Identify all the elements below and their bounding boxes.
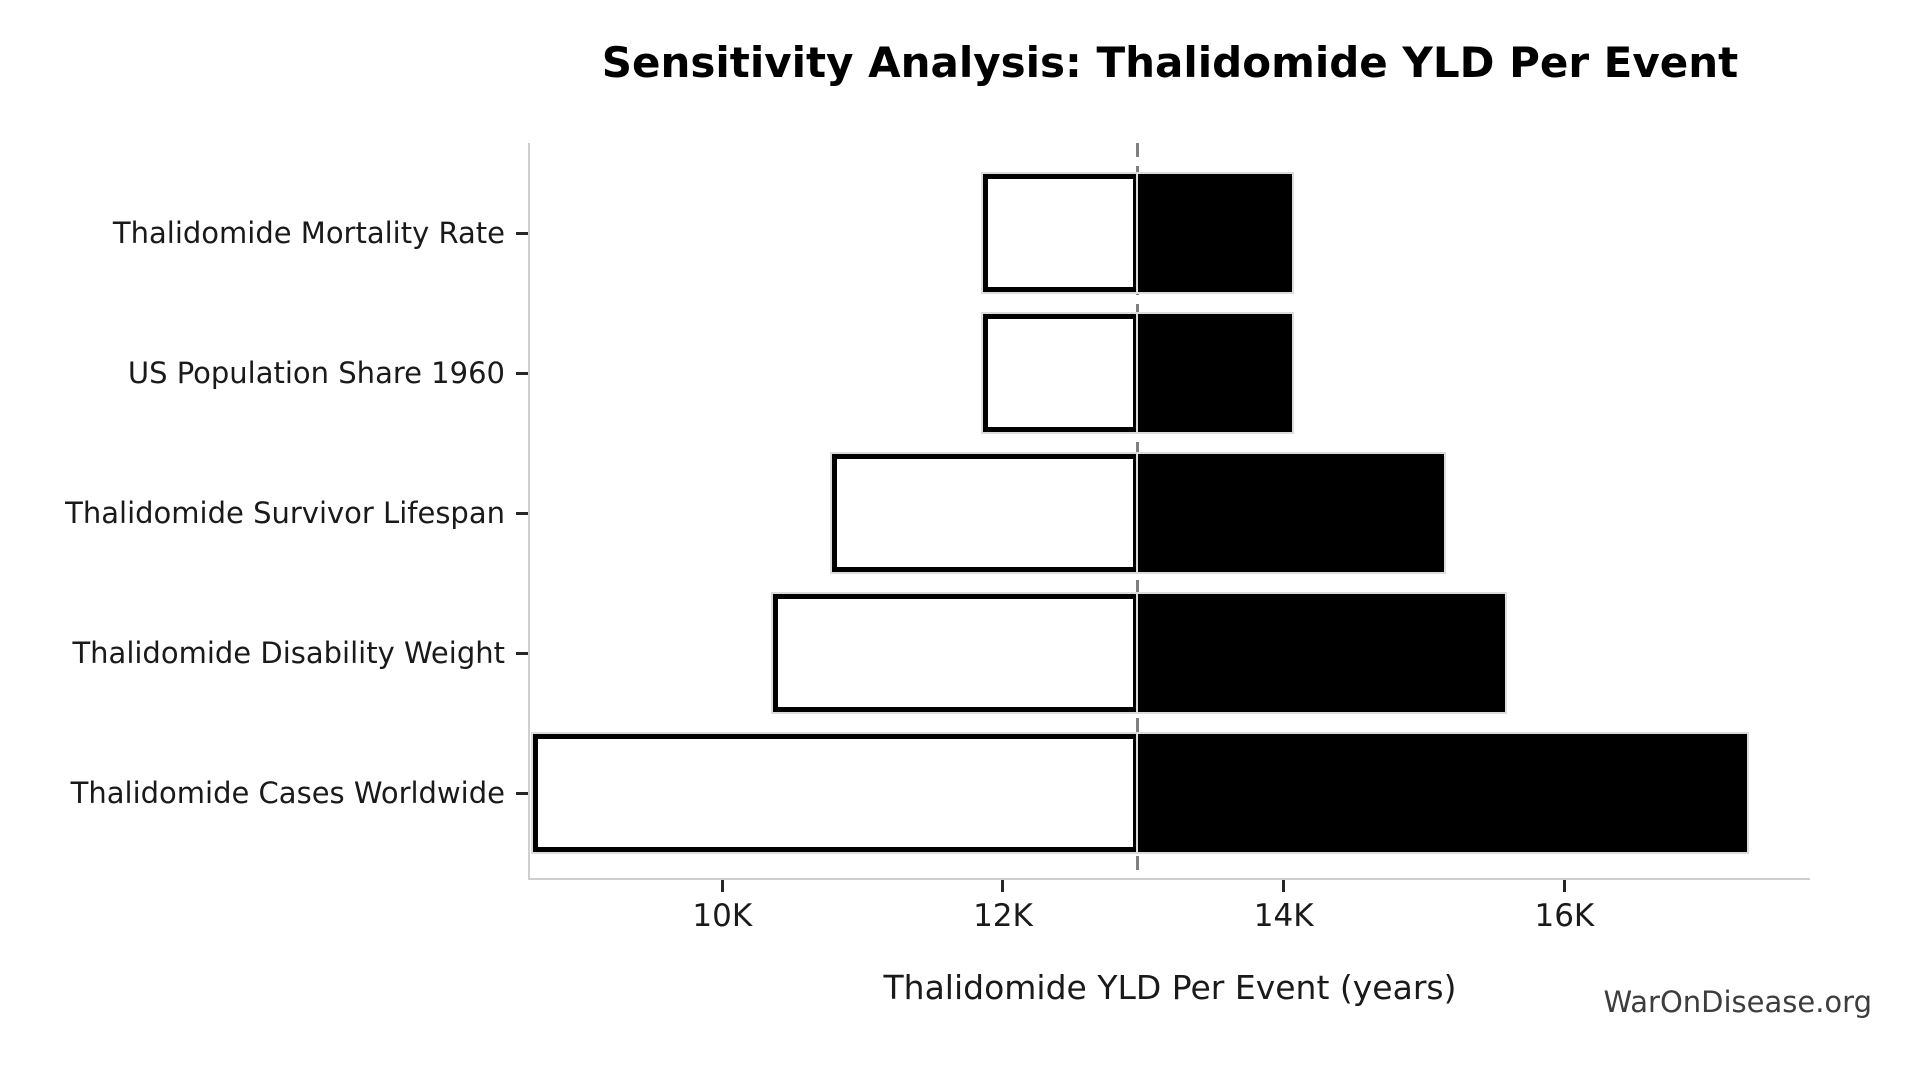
x-axis-tick-label: 16K: [1534, 898, 1595, 934]
bar-low-segment: [981, 172, 1140, 294]
x-axis-tick: [1282, 880, 1286, 892]
x-axis-spine: [528, 878, 1810, 880]
y-axis-category-label: Thalidomide Disability Weight: [72, 636, 505, 670]
plot-area: 10K 12K 14K 16K: [516, 143, 1810, 934]
x-axis-tick: [1001, 880, 1005, 892]
y-axis-tick: [516, 371, 528, 375]
x-axis-tick: [1562, 880, 1566, 892]
bar-high-segment: [1135, 732, 1749, 854]
x-axis-title: Thalidomide YLD Per Event (years): [883, 968, 1457, 1007]
bar-high-segment: [1135, 592, 1508, 714]
y-axis-category-label: Thalidomide Cases Worldwide: [70, 776, 505, 810]
y-axis-tick: [516, 511, 528, 515]
x-axis-tick-label: 12K: [973, 898, 1033, 934]
bar-low-segment: [530, 732, 1140, 854]
chart-title: Sensitivity Analysis: Thalidomide YLD Pe…: [601, 38, 1739, 87]
bar-low-segment: [829, 452, 1140, 574]
bar-low-segment: [981, 312, 1140, 434]
bar-high-segment: [1135, 312, 1295, 434]
x-axis-tick-label: 14K: [1253, 898, 1314, 934]
x-axis-tick: [720, 880, 724, 892]
bar-high-segment: [1135, 452, 1446, 574]
y-axis-category-label: Thalidomide Mortality Rate: [112, 216, 505, 250]
x-axis-tick-label: 10K: [692, 898, 753, 934]
y-axis-category-label: Thalidomide Survivor Lifespan: [65, 496, 505, 530]
y-axis-tick: [516, 231, 528, 235]
y-axis-tick: [516, 651, 528, 655]
bar-high-segment: [1135, 172, 1295, 294]
y-axis-spine: [528, 143, 530, 880]
y-axis-tick: [516, 791, 528, 795]
y-axis-category-label: US Population Share 1960: [127, 356, 505, 390]
watermark-text: WarOnDisease.org: [1603, 985, 1872, 1019]
bar-low-segment: [770, 592, 1140, 714]
